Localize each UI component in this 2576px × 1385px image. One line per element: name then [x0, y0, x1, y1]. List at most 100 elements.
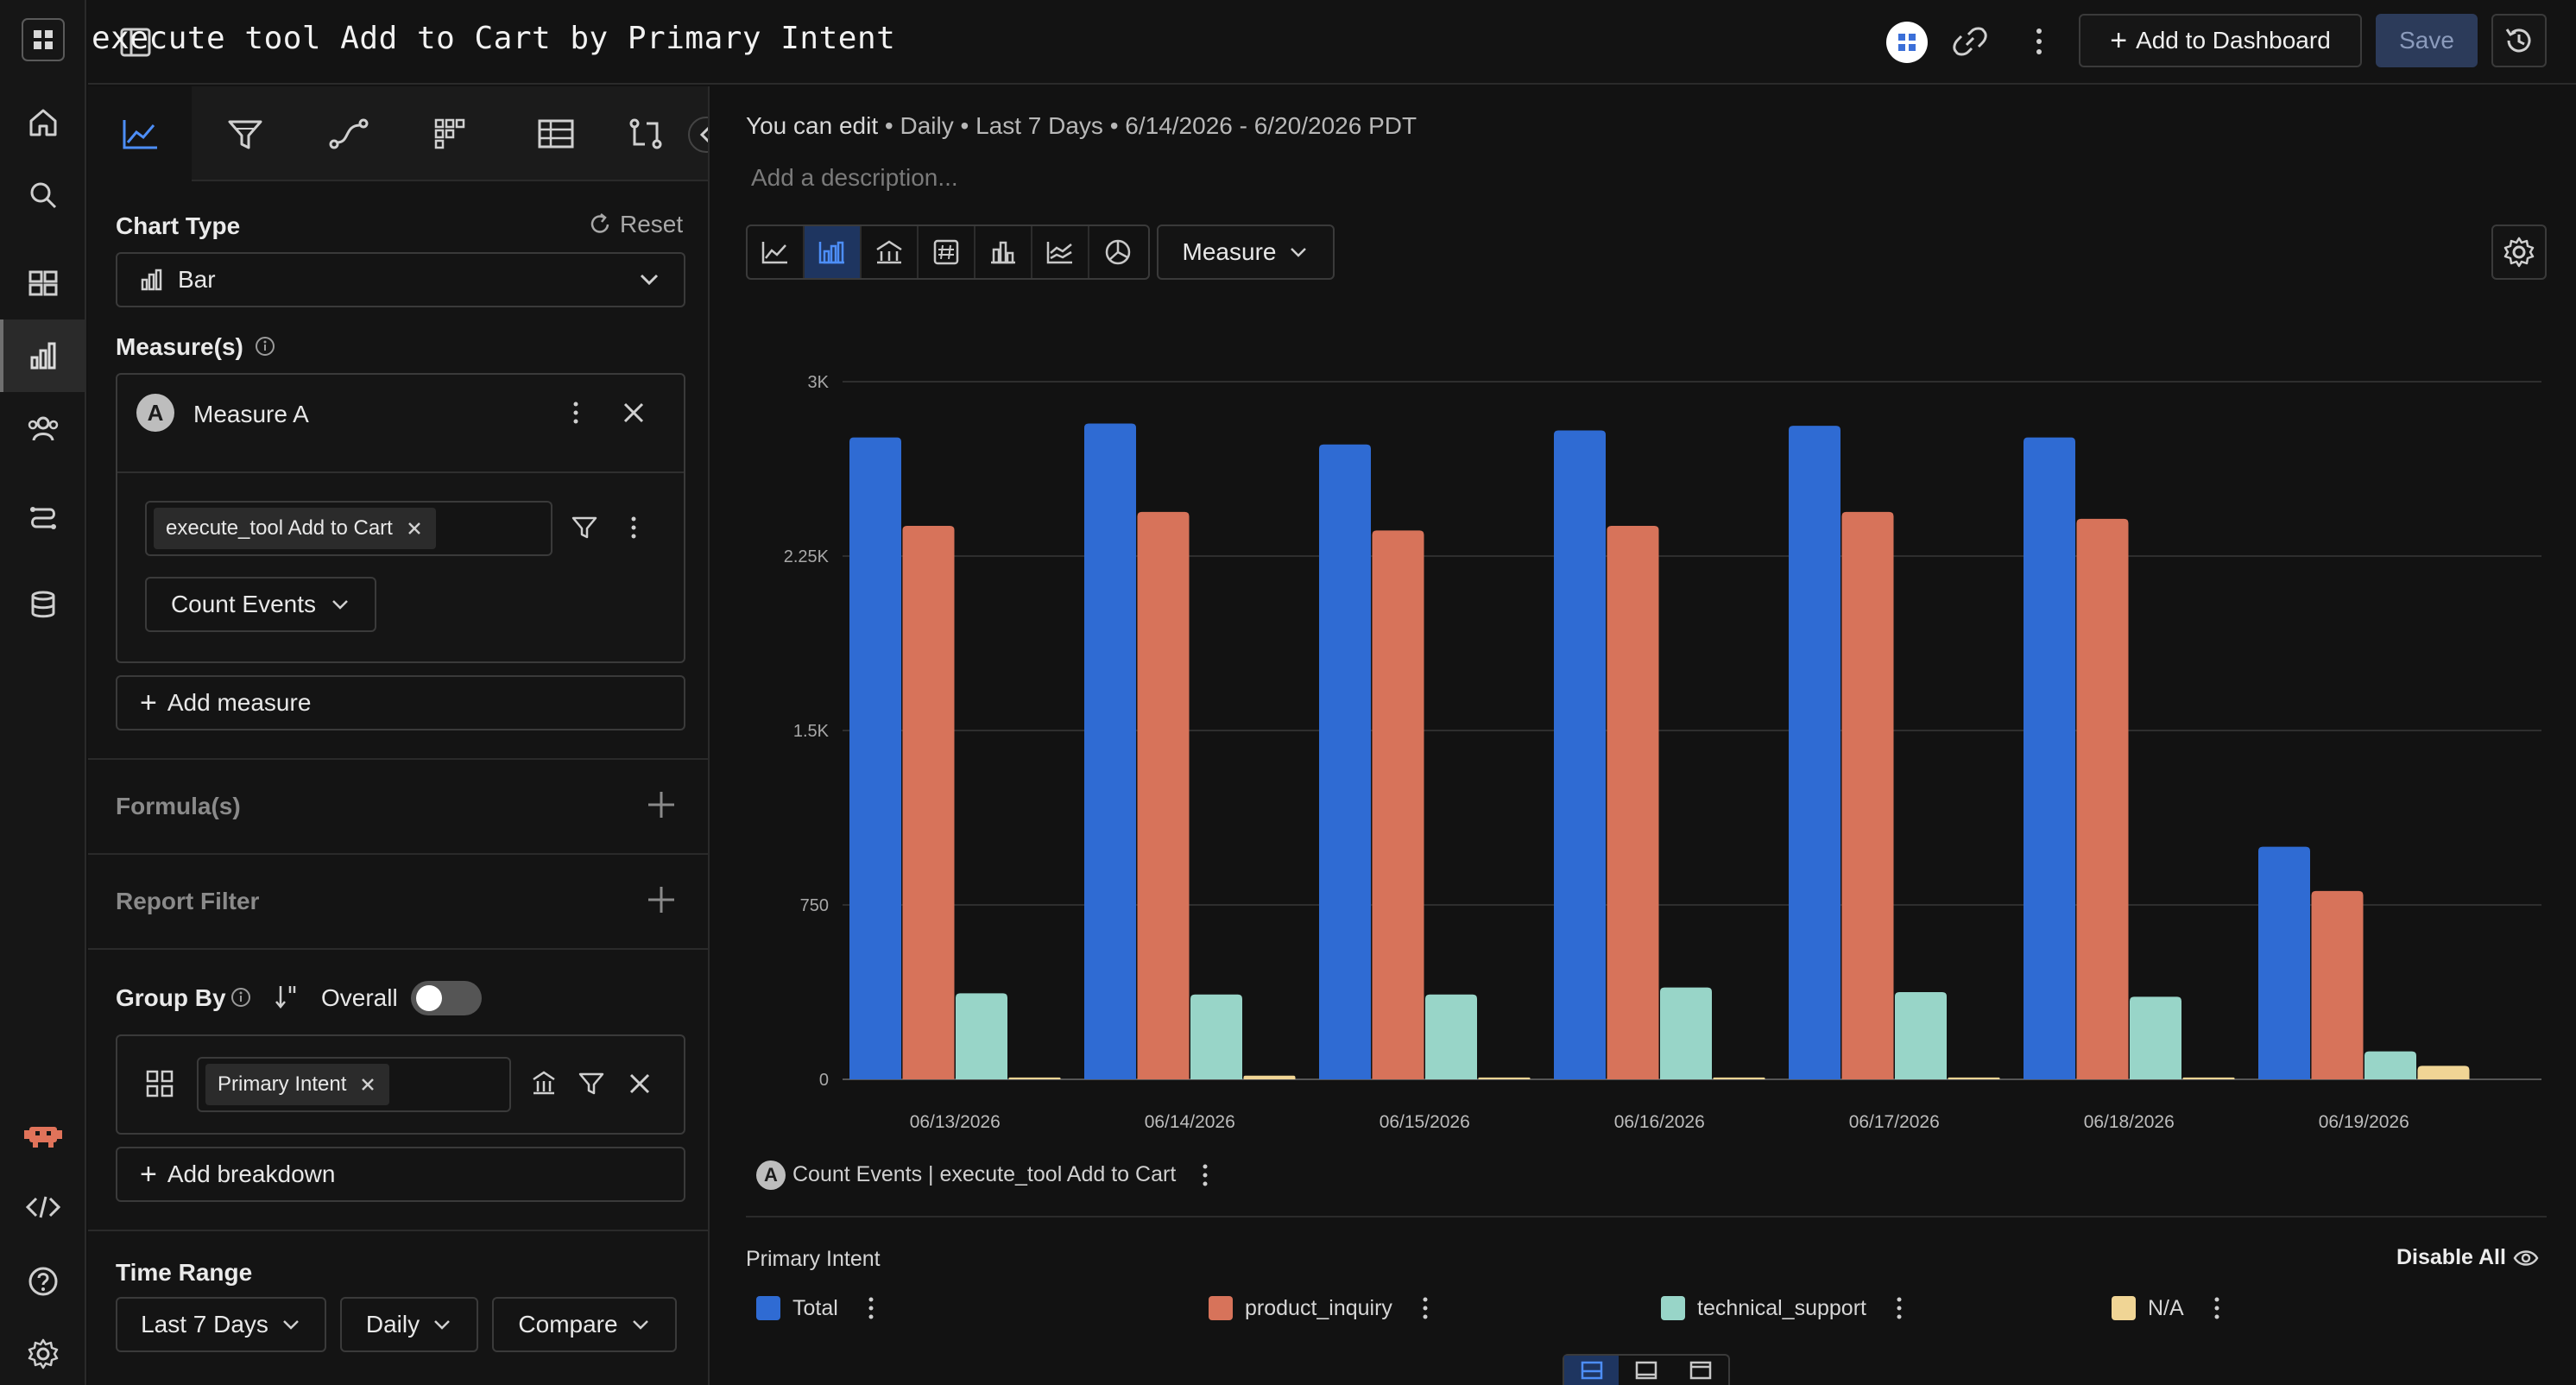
- info-icon[interactable]: [230, 986, 252, 1009]
- metric-button[interactable]: [919, 226, 975, 278]
- disable-all-button[interactable]: Disable All: [2396, 1245, 2539, 1270]
- app-grid-icon[interactable]: [0, 3, 86, 76]
- chart-type-select[interactable]: Bar: [116, 252, 685, 307]
- data-icon[interactable]: [0, 568, 86, 641]
- tab-table[interactable]: [504, 86, 608, 181]
- add-to-dashboard-button[interactable]: + Add to Dashboard: [2079, 14, 2362, 67]
- legend-more-icon[interactable]: [862, 1295, 880, 1321]
- breakdown-grid-icon[interactable]: [145, 1069, 174, 1098]
- measure-remove-icon[interactable]: [620, 399, 647, 427]
- measure-more-icon[interactable]: [563, 399, 589, 427]
- add-formula-icon[interactable]: [646, 789, 677, 820]
- legend-more-icon[interactable]: [1891, 1295, 1908, 1321]
- add-measure-button[interactable]: + Add measure: [116, 675, 685, 730]
- bar[interactable]: [1607, 525, 1659, 1079]
- bar[interactable]: [1660, 987, 1712, 1079]
- bar[interactable]: [2417, 1066, 2470, 1079]
- workspace-avatar[interactable]: [1885, 21, 1929, 64]
- tab-compare[interactable]: [608, 86, 685, 181]
- page-title[interactable]: execute tool Add to Cart by Primary Inte…: [92, 21, 896, 56]
- legend-swatch[interactable]: [2112, 1296, 2136, 1320]
- add-breakdown-button[interactable]: + Add breakdown: [116, 1147, 685, 1202]
- breakdown-chip[interactable]: Primary Intent: [205, 1064, 390, 1105]
- event-more-icon[interactable]: [623, 515, 644, 541]
- column-chart-button[interactable]: [975, 226, 1032, 278]
- link-icon[interactable]: [1951, 24, 1989, 59]
- info-icon[interactable]: [254, 335, 276, 357]
- sidebar-toggle-icon[interactable]: [119, 26, 152, 59]
- bar[interactable]: [1478, 1077, 1531, 1079]
- bar[interactable]: [1137, 511, 1190, 1079]
- add-filter-icon[interactable]: [646, 884, 677, 915]
- area-chart-button[interactable]: [1032, 226, 1089, 278]
- measure-legend-more-icon[interactable]: [1196, 1162, 1214, 1188]
- line-chart-button[interactable]: [748, 226, 805, 278]
- bar[interactable]: [1554, 430, 1606, 1079]
- bar[interactable]: [2182, 1077, 2235, 1079]
- collapse-panel-button[interactable]: [687, 116, 708, 154]
- flows-icon[interactable]: [0, 480, 86, 553]
- measure-dropdown[interactable]: Measure: [1157, 225, 1335, 280]
- bar[interactable]: [1190, 994, 1242, 1079]
- tab-insights[interactable]: [88, 86, 192, 181]
- bar[interactable]: [2130, 996, 2181, 1079]
- legend-more-icon[interactable]: [1417, 1295, 1434, 1321]
- tab-flows[interactable]: [297, 86, 401, 181]
- legend-more-icon[interactable]: [2208, 1295, 2226, 1321]
- compare-select[interactable]: Compare: [492, 1297, 677, 1352]
- breakdown-remove-icon[interactable]: [627, 1071, 653, 1097]
- time-range-select[interactable]: Last 7 Days: [116, 1297, 326, 1352]
- granularity-select[interactable]: Daily: [340, 1297, 478, 1352]
- bar[interactable]: [1084, 423, 1136, 1080]
- bucket-icon[interactable]: [530, 1069, 558, 1097]
- stacked-bar-button[interactable]: [862, 226, 919, 278]
- pie-chart-button[interactable]: [1089, 226, 1146, 278]
- bar[interactable]: [1841, 511, 1894, 1079]
- overall-toggle[interactable]: [411, 981, 482, 1015]
- layout-chart-button[interactable]: [1619, 1356, 1673, 1385]
- reports-icon[interactable]: [0, 319, 86, 392]
- legend-swatch[interactable]: [756, 1296, 780, 1320]
- tab-retention[interactable]: [401, 86, 504, 181]
- event-filter-icon[interactable]: [570, 513, 599, 542]
- sort-icon[interactable]: [273, 983, 299, 1010]
- bar[interactable]: [1895, 992, 1947, 1079]
- bar[interactable]: [2076, 518, 2129, 1079]
- bar[interactable]: [956, 993, 1007, 1079]
- help-icon[interactable]: [0, 1245, 86, 1318]
- history-button[interactable]: [2491, 14, 2547, 67]
- legend-item[interactable]: product_inquiry: [1209, 1295, 1434, 1321]
- bot-icon[interactable]: [0, 1098, 86, 1171]
- bar[interactable]: [2311, 890, 2364, 1079]
- bar[interactable]: [1243, 1075, 1296, 1079]
- bar[interactable]: [1425, 994, 1477, 1079]
- event-chip[interactable]: execute_tool Add to Cart: [154, 508, 436, 549]
- bar[interactable]: [1948, 1077, 2000, 1079]
- bar[interactable]: [2258, 846, 2310, 1079]
- dashboards-icon[interactable]: [0, 247, 86, 319]
- layout-table-button[interactable]: [1674, 1356, 1728, 1385]
- more-menu-icon[interactable]: [2022, 24, 2056, 59]
- settings-icon[interactable]: [0, 1318, 86, 1385]
- layout-split-button[interactable]: [1564, 1356, 1619, 1385]
- bar[interactable]: [2364, 1051, 2416, 1079]
- measure-name[interactable]: Measure A: [193, 401, 309, 427]
- legend-swatch[interactable]: [1209, 1296, 1233, 1320]
- chart-settings-button[interactable]: [2491, 225, 2547, 280]
- legend-swatch[interactable]: [1661, 1296, 1685, 1320]
- legend-item[interactable]: N/A: [2112, 1295, 2226, 1321]
- code-icon[interactable]: [0, 1171, 86, 1243]
- description-input[interactable]: Add a description...: [751, 164, 958, 191]
- breakdown-filter-icon[interactable]: [577, 1069, 606, 1098]
- save-button[interactable]: Save: [2376, 14, 2478, 67]
- count-events-select[interactable]: Count Events: [145, 577, 376, 632]
- bar-chart-button[interactable]: [805, 226, 862, 278]
- bar[interactable]: [1008, 1077, 1061, 1079]
- home-icon[interactable]: [0, 86, 86, 159]
- bar[interactable]: [1713, 1077, 1765, 1079]
- bar[interactable]: [1789, 426, 1840, 1079]
- bar[interactable]: [1319, 444, 1371, 1079]
- tab-funnels[interactable]: [193, 86, 297, 181]
- legend-item[interactable]: technical_support: [1661, 1295, 1908, 1321]
